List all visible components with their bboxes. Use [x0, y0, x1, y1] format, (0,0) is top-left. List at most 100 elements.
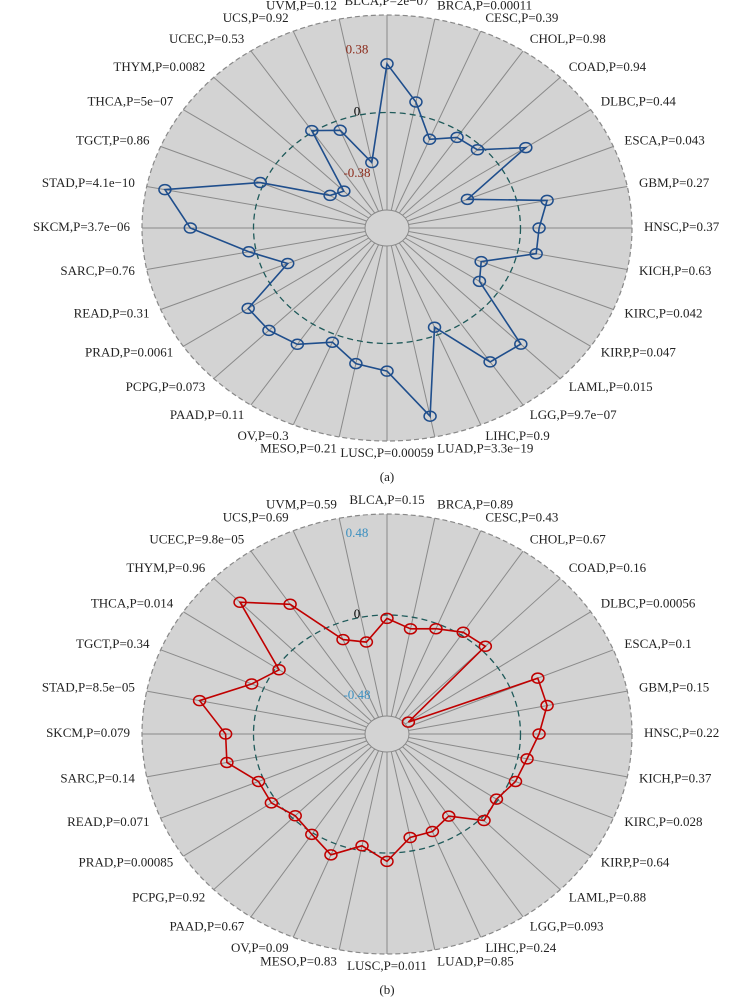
- category-label: LIHC,P=0.9: [485, 428, 549, 443]
- point-marker: [220, 756, 234, 769]
- category-label: COAD,P=0.16: [569, 560, 647, 575]
- point-marker: [474, 255, 488, 268]
- spoke: [250, 550, 376, 720]
- category-label: SARC,P=0.14: [60, 770, 135, 785]
- point-marker: [425, 825, 440, 838]
- category-label: DLBC,P=0.44: [601, 93, 677, 108]
- caption: (a): [380, 469, 394, 484]
- category-label: KIRC,P=0.042: [624, 305, 702, 320]
- point-marker: [529, 247, 543, 260]
- category-label: MESO,P=0.21: [260, 441, 337, 456]
- point-marker: [380, 855, 394, 868]
- point-marker: [540, 699, 554, 712]
- spoke: [292, 244, 380, 426]
- point-marker: [192, 694, 207, 707]
- category-label: PRAD,P=0.0061: [85, 345, 173, 360]
- spoke: [407, 649, 614, 728]
- category-label: UCEC,P=9.8e−05: [149, 531, 244, 546]
- point-marker: [423, 410, 437, 422]
- category-label: STAD,P=8.5e−05: [42, 680, 135, 695]
- point-marker: [324, 849, 338, 861]
- point-marker: [253, 176, 267, 189]
- category-label: THCA,P=0.014: [91, 596, 174, 611]
- point-marker: [242, 246, 256, 258]
- category-label: LAML,P=0.015: [569, 379, 653, 394]
- category-label: TGCT,P=0.34: [76, 636, 150, 651]
- category-label: ESCA,P=0.1: [624, 636, 691, 651]
- category-label: LGG,P=0.093: [530, 919, 604, 934]
- point-marker: [470, 144, 485, 156]
- point-marker: [520, 753, 534, 765]
- zero-ring: [252, 614, 522, 854]
- point-marker: [244, 678, 259, 690]
- r-tick-label: 0.38: [346, 42, 369, 57]
- r-tick-label: 0: [354, 606, 361, 621]
- category-label: LUAD,P=3.3e−19: [437, 441, 533, 456]
- point-marker: [472, 275, 487, 288]
- point-marker: [478, 640, 493, 653]
- category-label: READ,P=0.071: [67, 814, 149, 829]
- point-marker: [325, 336, 340, 348]
- category-label: LGG,P=9.7e−07: [530, 407, 617, 422]
- category-label: PCPG,P=0.92: [132, 890, 205, 905]
- category-label: UCS,P=0.92: [223, 10, 289, 25]
- point-marker: [333, 124, 347, 137]
- series-line: [198, 601, 548, 863]
- center-hole: [364, 715, 410, 753]
- point-marker: [183, 222, 198, 234]
- caption: (b): [379, 982, 394, 997]
- category-label: PRAD,P=0.00085: [79, 854, 174, 869]
- point-marker: [450, 131, 464, 144]
- category-label: SKCM,P=0.079: [46, 725, 130, 740]
- point-marker: [337, 185, 351, 197]
- category-label: READ,P=0.31: [74, 305, 150, 320]
- category-label: SKCM,P=3.7e−06: [33, 219, 131, 234]
- point-marker: [288, 810, 302, 822]
- point-marker: [323, 189, 337, 202]
- category-label: GBM,P=0.15: [639, 680, 709, 695]
- point-marker: [355, 840, 369, 852]
- point-marker: [403, 623, 418, 635]
- spoke: [183, 611, 369, 725]
- category-label: KICH,P=0.63: [639, 263, 711, 278]
- point-marker: [531, 672, 545, 684]
- point-marker: [218, 728, 233, 740]
- point-marker: [365, 156, 379, 169]
- spoke: [405, 237, 591, 347]
- point-marker: [264, 797, 279, 809]
- point-marker: [422, 133, 437, 146]
- spoke: [213, 240, 372, 379]
- r-tick-label: -0.48: [343, 687, 370, 702]
- category-label: HNSC,P=0.37: [644, 219, 720, 234]
- category-label: PCPG,P=0.073: [126, 379, 206, 394]
- point-marker: [359, 636, 374, 648]
- spoke: [407, 146, 614, 222]
- point-marker: [409, 96, 423, 108]
- point-marker: [427, 321, 442, 333]
- category-label: LUAD,P=0.85: [437, 954, 514, 969]
- category-label: THYM,P=0.96: [126, 560, 205, 575]
- point-marker: [262, 324, 276, 337]
- point-marker: [508, 775, 523, 788]
- point-marker: [336, 633, 350, 646]
- point-marker: [290, 338, 305, 351]
- point-marker: [251, 775, 266, 788]
- r-tick-label: 0: [354, 103, 361, 118]
- category-label: KIRC,P=0.028: [624, 814, 702, 829]
- category-label: DLBC,P=0.00056: [601, 596, 696, 611]
- point-marker: [460, 193, 475, 206]
- point-marker: [540, 194, 554, 207]
- center-hole: [364, 209, 410, 247]
- category-label: UVM,P=0.59: [266, 496, 337, 511]
- category-label: UVM,P=0.12: [266, 0, 337, 12]
- point-marker: [532, 222, 546, 234]
- point-marker: [158, 183, 172, 196]
- spoke: [398, 242, 524, 406]
- category-label: HNSC,P=0.22: [644, 725, 719, 740]
- point-marker: [489, 793, 504, 805]
- category-label: THYM,P=0.0082: [113, 59, 205, 74]
